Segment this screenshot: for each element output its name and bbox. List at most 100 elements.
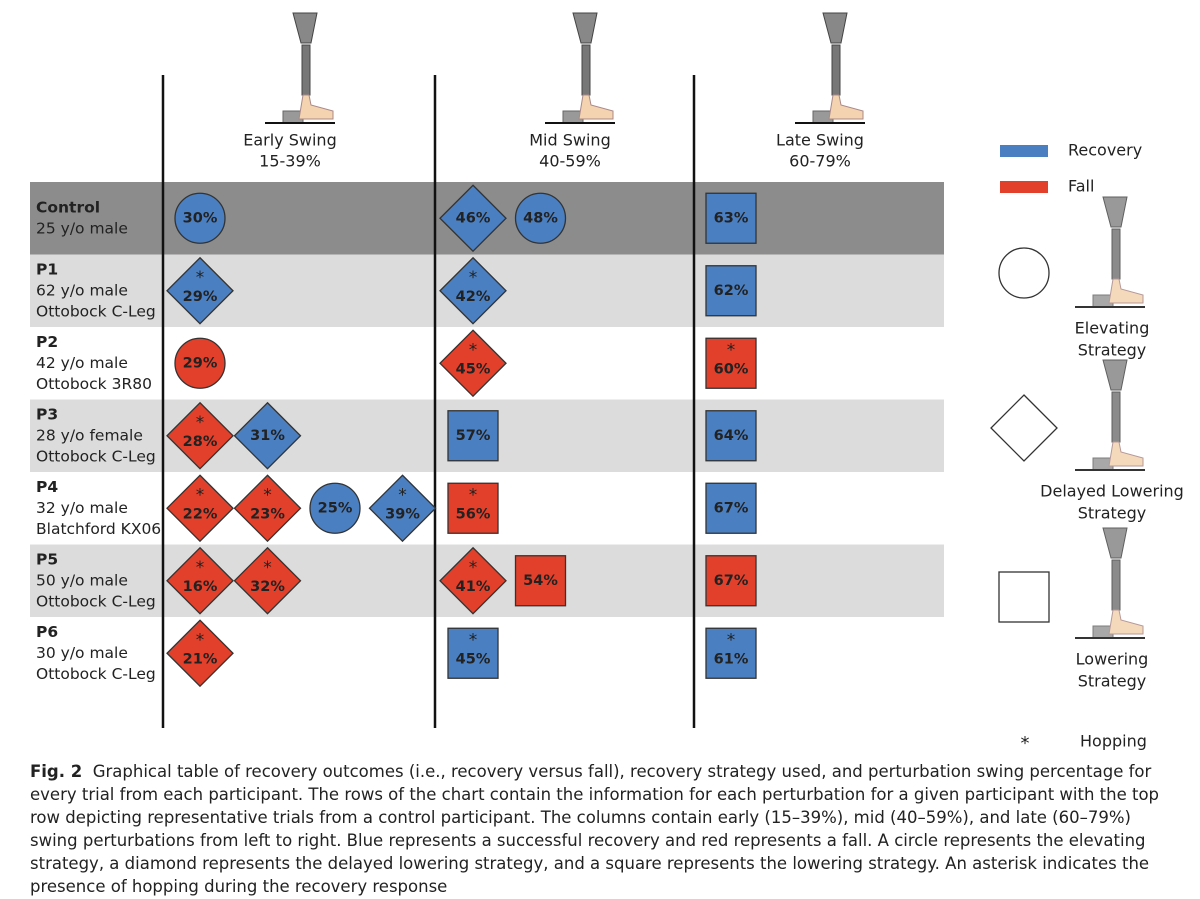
- legend-shape: [998, 571, 1050, 623]
- row-detail: 32 y/o male: [36, 499, 128, 517]
- thigh-socket: [822, 12, 848, 44]
- column-name: Mid Swing: [529, 131, 610, 150]
- trial-label: 23%: [250, 506, 285, 522]
- figure: Early Swing 15-39% Mid Swing 40-59% Late Swi…: [30, 12, 1184, 754]
- trial-label: 21%: [183, 651, 218, 667]
- header-icon: [265, 12, 335, 124]
- column-range: 15-39%: [259, 152, 321, 171]
- trial-label: 67%: [714, 500, 749, 516]
- trial-diamond: [166, 546, 234, 615]
- thigh-socket: [572, 12, 598, 44]
- strategy-icon: [1075, 527, 1145, 639]
- legend-strategy-label: Strategy: [1078, 672, 1147, 691]
- trial-label: 30%: [183, 210, 218, 226]
- trial-label: 67%: [714, 573, 749, 589]
- trial-label: 22%: [183, 506, 218, 522]
- row-name: P3: [36, 405, 58, 423]
- legend-shape: [998, 247, 1050, 299]
- trial-square: [514, 555, 567, 607]
- trial-label: 31%: [250, 428, 285, 444]
- trial-diamond: [166, 619, 234, 688]
- strategy-icon: [1075, 196, 1145, 308]
- hopping-mark: *: [196, 630, 205, 650]
- trial-label: 57%: [456, 428, 491, 444]
- trial-label: 56%: [456, 506, 491, 522]
- foot: [578, 94, 614, 120]
- row-name: Control: [36, 198, 100, 216]
- legend-strategy-label: Strategy: [1078, 341, 1147, 360]
- trial-label: 54%: [523, 573, 558, 589]
- trial-label: 16%: [183, 579, 218, 595]
- legend-strategy-label: Strategy: [1078, 504, 1147, 523]
- caption-label: Fig. 2: [30, 762, 83, 781]
- trial-diamond: [166, 474, 234, 543]
- trial-square: [705, 337, 757, 389]
- trial-label: 63%: [714, 210, 749, 226]
- foot: [1108, 278, 1144, 304]
- trial-diamond: [166, 401, 234, 470]
- trial-label: 64%: [714, 428, 749, 444]
- foot: [828, 94, 864, 120]
- legend-shape: [990, 394, 1058, 462]
- foot: [1108, 441, 1144, 467]
- legend-label: Recovery: [1068, 141, 1142, 160]
- trial-diamond: [233, 546, 302, 615]
- column-range: 60-79%: [789, 152, 851, 171]
- hopping-mark: *: [196, 268, 205, 288]
- trial-circle: [174, 337, 226, 389]
- trial-circle: [174, 192, 226, 244]
- hopping-mark: *: [727, 340, 736, 360]
- row-detail: Ottobock C-Leg: [36, 592, 156, 610]
- thigh-socket: [1102, 527, 1128, 559]
- trial-label: 46%: [456, 210, 491, 226]
- trial-label: 28%: [183, 434, 218, 450]
- trial-label: 42%: [456, 289, 491, 305]
- trial-square: [705, 555, 757, 607]
- trial-circle: [309, 482, 361, 534]
- trial-label: 32%: [250, 579, 285, 595]
- hopping-mark: *: [469, 630, 478, 650]
- row-name: P5: [36, 550, 58, 568]
- trial-diamond: [439, 329, 507, 398]
- trial-label: 60%: [714, 361, 749, 377]
- legend-swatch: [1000, 145, 1048, 157]
- hopping-mark: *: [196, 558, 205, 578]
- row-detail: Ottobock C-Leg: [36, 665, 156, 683]
- trial-label: 29%: [183, 289, 218, 305]
- hopping-mark: *: [469, 340, 478, 360]
- pylon: [1111, 559, 1121, 611]
- trial-square: [705, 627, 757, 679]
- caption: Fig. 2 Graphical table of recovery outco…: [30, 760, 1175, 898]
- legend-swatch: [1000, 181, 1048, 193]
- row-detail: 50 y/o male: [36, 571, 128, 589]
- trial-square: [705, 482, 757, 534]
- row-detail: 25 y/o male: [36, 219, 128, 237]
- row-detail: Ottobock 3R80: [36, 375, 152, 393]
- hopping-mark: *: [263, 485, 272, 505]
- trial-circle: [514, 192, 567, 244]
- trial-diamond: [233, 474, 302, 543]
- trial-diamond: [439, 256, 507, 325]
- row-detail: 28 y/o female: [36, 426, 143, 444]
- header-icon: [545, 12, 615, 124]
- row-name: P6: [36, 623, 58, 641]
- row-detail: Blatchford KX06: [36, 520, 161, 538]
- hopping-mark: *: [263, 558, 272, 578]
- legend-label: Fall: [1068, 177, 1094, 196]
- trial-square: [447, 410, 499, 462]
- legend-hopping-label: Hopping: [1080, 732, 1147, 751]
- thigh-socket: [1102, 196, 1128, 228]
- foot: [298, 94, 334, 120]
- row-detail: Ottobock C-Leg: [36, 302, 156, 320]
- trial-diamond: [233, 401, 302, 470]
- trial-label: 45%: [456, 651, 491, 667]
- row-detail: 30 y/o male: [36, 644, 128, 662]
- strategy-icon: [1075, 359, 1145, 471]
- legend-strategy-label: Elevating: [1075, 319, 1150, 338]
- column-name: Late Swing: [776, 131, 864, 150]
- trial-diamond: [439, 184, 507, 253]
- row-detail: 42 y/o male: [36, 354, 128, 372]
- trial-label: 48%: [523, 210, 558, 226]
- thigh-socket: [292, 12, 318, 44]
